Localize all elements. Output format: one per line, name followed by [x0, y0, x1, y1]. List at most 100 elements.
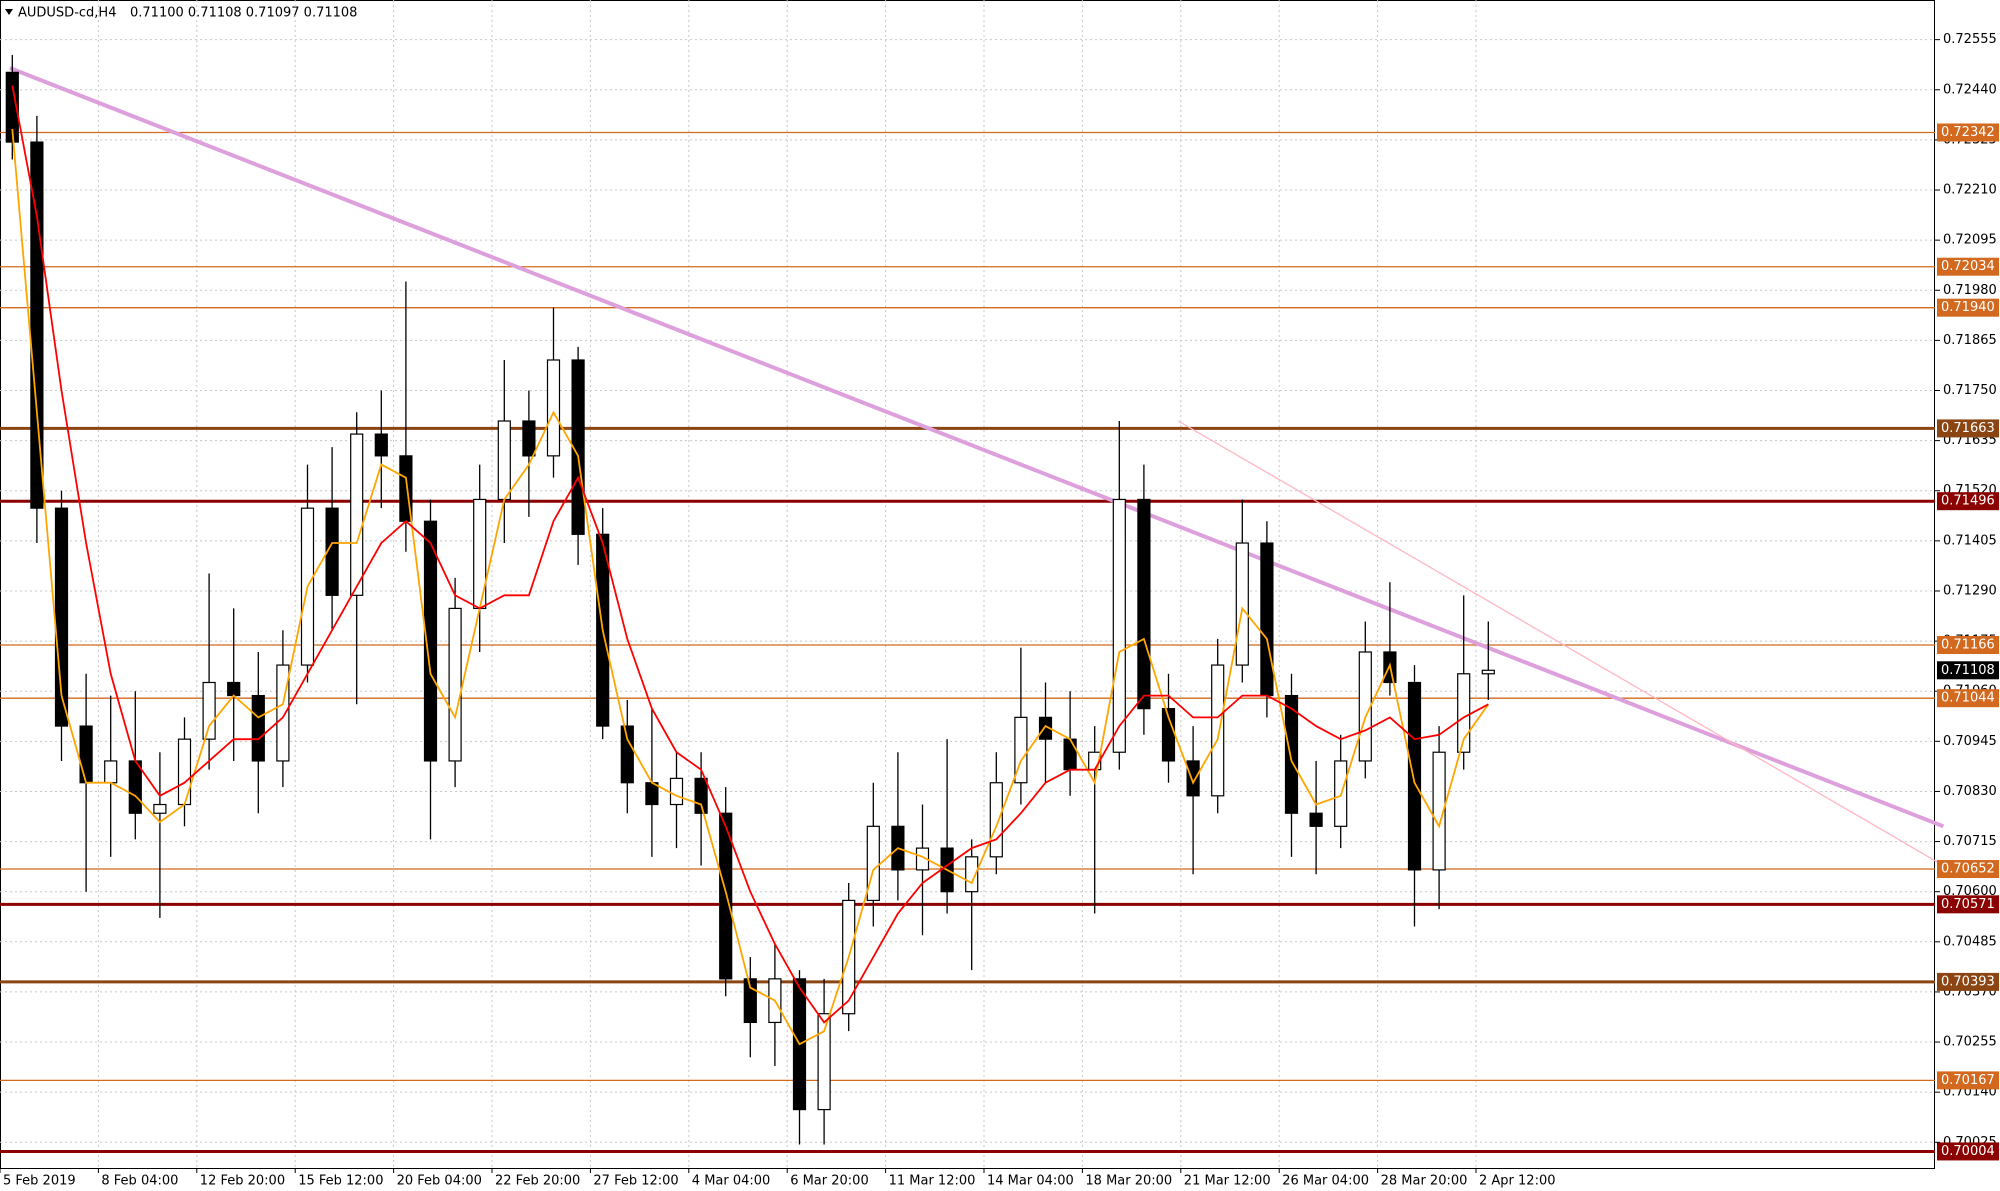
level-label-box — [1937, 895, 1999, 914]
x-tick-label: 6 Mar 20:00 — [790, 1174, 869, 1189]
candle-body — [5, 71, 19, 143]
level-label: 0.71496 — [1941, 494, 1995, 509]
candle-body — [1063, 738, 1077, 771]
candle-body — [1407, 681, 1422, 871]
y-tick-label: 0.71405 — [1943, 533, 1997, 548]
y-tick-label: 0.72440 — [1943, 82, 1997, 97]
last-price-box — [1937, 661, 1999, 680]
candle-body — [153, 803, 167, 814]
candle-body — [694, 777, 708, 814]
moving-average — [11, 128, 1490, 1046]
candle-body — [1186, 760, 1200, 797]
level-label: 0.70167 — [1941, 1073, 1995, 1088]
candle-body — [79, 725, 93, 784]
candle-body — [177, 738, 192, 806]
level-label-box — [1937, 972, 1999, 991]
level-label-box — [1937, 257, 1999, 276]
candle-body — [104, 760, 118, 784]
candle-body — [522, 420, 536, 457]
candle-body — [965, 856, 979, 893]
candle-body — [276, 664, 290, 762]
candle-body — [645, 782, 659, 806]
level-label: 0.70652 — [1941, 862, 1995, 877]
candle-body — [1211, 664, 1225, 797]
level-label-box — [1937, 298, 1999, 317]
x-tick-label: 4 Mar 04:00 — [692, 1174, 771, 1189]
candle-body — [227, 681, 241, 697]
y-tick-label: 0.71865 — [1943, 333, 1997, 348]
candle-body — [866, 825, 880, 902]
plot-frame — [0, 0, 1935, 1169]
x-tick-label: 8 Feb 04:00 — [101, 1174, 178, 1189]
candle-body — [1112, 498, 1126, 753]
y-tick-label: 0.71980 — [1943, 283, 1997, 298]
candle-body — [350, 433, 364, 596]
y-tick-label: 0.70485 — [1943, 934, 1997, 949]
level-label-box — [1937, 1071, 1999, 1090]
candle-body — [1432, 751, 1446, 871]
last-price-label: 0.71108 — [1941, 663, 1995, 678]
trendline — [9, 66, 1945, 829]
candle-body — [128, 760, 142, 814]
level-label-box — [1937, 419, 1999, 438]
candle-body — [325, 507, 339, 596]
candle-body — [571, 359, 585, 535]
candle-body — [497, 420, 511, 501]
y-tick-label: 0.70255 — [1943, 1035, 1997, 1050]
moving-average — [11, 85, 1489, 1024]
candle-body — [1481, 669, 1495, 675]
level-label: 0.70571 — [1941, 897, 1995, 912]
candle-body — [1284, 694, 1299, 814]
x-tick-label: 20 Feb 04:00 — [397, 1174, 482, 1189]
x-tick-label: 26 Mar 04:00 — [1282, 1174, 1369, 1189]
x-tick-label: 14 Mar 04:00 — [987, 1174, 1074, 1189]
x-tick-label: 22 Feb 20:00 — [495, 1174, 580, 1189]
candle-body — [1309, 812, 1323, 827]
y-tick-label: 0.72555 — [1943, 32, 1997, 47]
level-label: 0.70004 — [1941, 1144, 1995, 1159]
x-tick-label: 28 Mar 20:00 — [1381, 1174, 1468, 1189]
chart-title: AUDUSD-cd,H4 — [18, 6, 116, 21]
level-label: 0.71044 — [1941, 691, 1995, 706]
level-label-box — [1937, 1142, 1999, 1161]
candle-body — [1457, 673, 1471, 753]
level-label: 0.72034 — [1941, 259, 1995, 274]
x-tick-label: 12 Feb 20:00 — [200, 1174, 285, 1189]
candle-body — [1235, 542, 1249, 666]
level-label-box — [1937, 689, 1999, 708]
y-tick-label: 0.70830 — [1943, 784, 1997, 799]
candle-body — [1260, 542, 1274, 697]
quote: 0.71100 0.71108 0.71097 0.71108 — [130, 6, 357, 21]
level-label: 0.71940 — [1941, 300, 1995, 315]
y-tick-label: 0.71750 — [1943, 383, 1997, 398]
candle-body — [719, 812, 733, 980]
y-tick-label: 0.71290 — [1943, 583, 1997, 598]
x-tick-label: 5 Feb 2019 — [3, 1174, 76, 1189]
menu-triangle — [5, 9, 13, 15]
x-tick-label: 18 Mar 20:00 — [1085, 1174, 1172, 1189]
candle-body — [202, 681, 216, 740]
y-tick-label: 0.72095 — [1943, 233, 1997, 248]
candle-body — [448, 607, 462, 762]
x-tick-label: 11 Mar 12:00 — [889, 1174, 976, 1189]
x-tick-label: 2 Apr 12:00 — [1479, 1174, 1556, 1189]
candle-body — [546, 359, 561, 457]
level-label-box — [1937, 492, 1999, 511]
candle-body — [817, 1013, 831, 1111]
candle-body — [669, 777, 684, 806]
y-tick-label: 0.70945 — [1943, 734, 1997, 749]
candle-body — [251, 694, 265, 762]
level-label: 0.71166 — [1941, 638, 1995, 653]
x-tick-label: 21 Mar 12:00 — [1184, 1174, 1271, 1189]
trendline — [1178, 420, 1944, 867]
candle-body — [1038, 716, 1053, 740]
level-label: 0.70393 — [1941, 974, 1995, 989]
candle-body — [423, 520, 438, 762]
candle-body — [989, 782, 1003, 858]
candle-body — [620, 725, 634, 784]
level-label-box — [1937, 636, 1999, 655]
candle-body — [1137, 498, 1151, 710]
y-tick-label: 0.70715 — [1943, 834, 1997, 849]
level-label-box — [1937, 860, 1999, 879]
